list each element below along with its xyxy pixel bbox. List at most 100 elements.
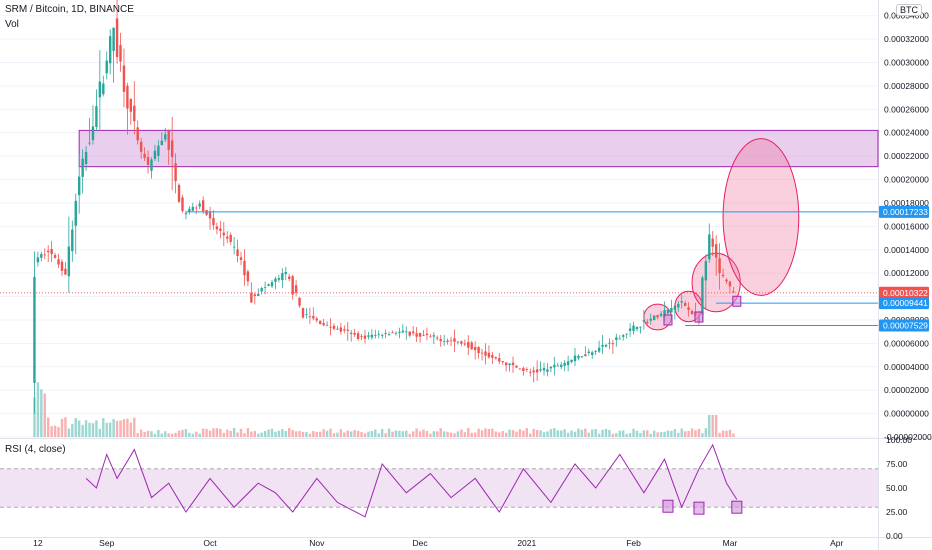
price-tick-label: 0.00028000 — [884, 81, 929, 91]
price-tick-label: 0.00004000 — [884, 362, 929, 372]
volume-bar — [105, 422, 108, 437]
time-tick-label: Sep — [99, 538, 114, 548]
candle-body — [477, 347, 480, 354]
volume-bar — [157, 430, 160, 437]
candle-body — [253, 294, 256, 296]
candle-body — [504, 362, 508, 366]
candle-body — [188, 208, 191, 212]
candle-body — [677, 303, 680, 308]
price-tick-label: 0.00014000 — [884, 245, 929, 255]
candle-body — [222, 232, 226, 236]
candle-body — [353, 332, 356, 335]
candle-body — [484, 351, 487, 356]
time-axis: 12 Sep Oct Nov Dec 2021 Feb Mar Apr — [33, 538, 843, 548]
candle-body — [463, 343, 467, 345]
volume-bar — [356, 430, 360, 437]
candle-body — [143, 153, 146, 158]
candle-body — [325, 324, 329, 326]
candle-body — [628, 328, 632, 331]
volume-bar — [673, 429, 677, 437]
volume-bar — [119, 420, 122, 437]
volume-bar — [532, 428, 535, 437]
volume-bar — [501, 431, 504, 437]
candle-body — [349, 332, 353, 334]
volume-bar — [615, 433, 618, 437]
volume-bar — [122, 419, 126, 437]
candle-body — [139, 141, 143, 152]
candle-body — [301, 308, 305, 318]
volume-bar — [95, 420, 98, 437]
volume-bar — [139, 429, 143, 437]
candle-body — [33, 276, 36, 383]
price-tick-label: -0.00002000 — [884, 432, 932, 442]
candle-body — [436, 337, 439, 339]
candle-body — [126, 85, 129, 109]
price-badge — [879, 297, 929, 310]
candle-body — [356, 333, 360, 340]
candle-body — [453, 338, 456, 342]
volume-bar — [594, 429, 597, 437]
volume-bar — [108, 422, 112, 437]
candle-body — [112, 27, 115, 51]
candle-body — [102, 83, 105, 95]
volume-bar — [439, 428, 442, 437]
candle-body — [594, 350, 597, 352]
volume-bars — [33, 382, 735, 437]
candle-body — [133, 105, 136, 122]
candle-body — [284, 271, 287, 274]
volume-bar — [291, 430, 294, 437]
volume-bar — [84, 420, 88, 437]
volume-bar — [353, 429, 356, 437]
volume-bar — [284, 431, 287, 437]
rsi-marker — [693, 501, 705, 515]
candle-body — [105, 60, 108, 74]
volume-bar — [566, 432, 570, 437]
candle-body — [556, 365, 559, 367]
candle-body — [549, 366, 553, 369]
volume-bar — [491, 428, 494, 437]
candle-body — [411, 331, 415, 334]
candle-body — [226, 236, 229, 239]
candle-body — [387, 334, 391, 335]
candle-body — [181, 197, 184, 212]
volume-bar — [625, 433, 628, 437]
volume-bar — [405, 430, 408, 437]
candle-body — [198, 203, 201, 207]
currency-button[interactable]: BTC — [896, 4, 922, 16]
candle-body — [208, 212, 212, 219]
volume-bar — [91, 423, 95, 437]
volume-bar — [504, 432, 508, 437]
price-tick-label: 0.00032000 — [884, 34, 929, 44]
volume-bar — [442, 431, 446, 437]
volume-bar — [74, 418, 77, 437]
volume-bar — [494, 431, 498, 437]
volume-bar — [226, 429, 229, 437]
volume-bar — [460, 429, 463, 437]
candle-body — [566, 361, 570, 366]
candle-body — [394, 332, 398, 334]
volume-bar — [67, 428, 71, 437]
candle-body — [611, 343, 615, 345]
volume-bar — [467, 428, 470, 437]
price-marker — [732, 295, 742, 307]
volume-bar — [377, 433, 380, 437]
candle-body — [418, 332, 422, 337]
volume-bar — [708, 415, 711, 437]
volume-bar — [257, 433, 260, 437]
volume-bar — [57, 427, 60, 437]
volume-bar — [477, 428, 480, 437]
candle-body — [239, 257, 243, 261]
volume-bar — [608, 429, 611, 437]
candle-body — [288, 276, 291, 280]
candle-body — [267, 284, 270, 286]
candle-body — [670, 307, 673, 313]
candle-body — [580, 356, 584, 357]
volume-bar — [570, 430, 573, 437]
candle-body — [587, 351, 590, 354]
candle-body — [652, 315, 656, 321]
candle-body — [405, 331, 408, 333]
volume-bar — [208, 430, 212, 437]
candle-body — [43, 254, 46, 256]
candle-body — [129, 98, 133, 112]
